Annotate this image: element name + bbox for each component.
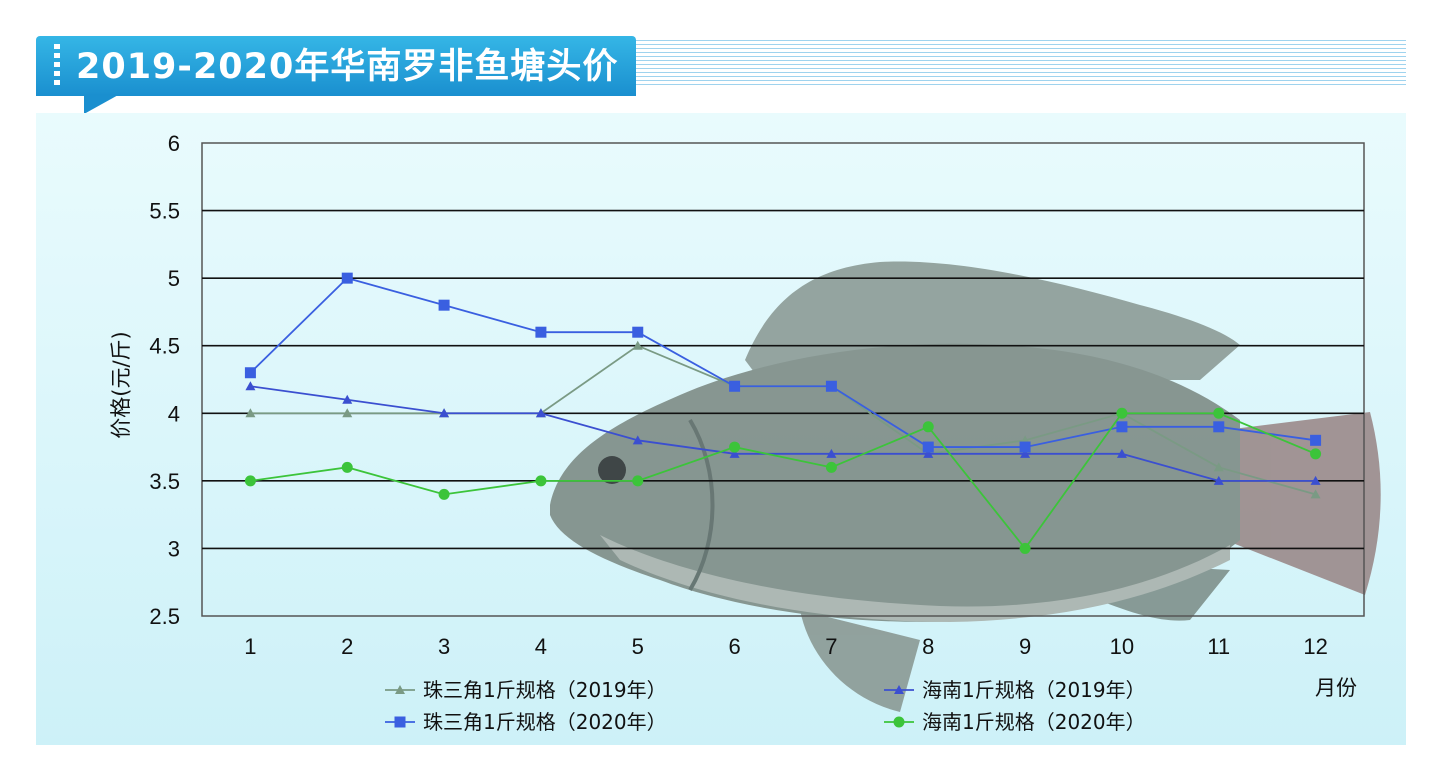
title-decorative-lines — [636, 40, 1406, 86]
x-tick-label: 3 — [438, 634, 450, 659]
x-tick-labels: 1 2 3 4 5 6 7 8 9 10 11 12 — [244, 634, 1328, 659]
title-banner-dash-mark — [54, 44, 60, 88]
data-point — [342, 394, 353, 404]
legend-item: 珠三角1斤规格（2020年） — [385, 710, 667, 734]
data-point — [535, 408, 546, 418]
x-tick-label: 2 — [341, 634, 353, 659]
data-point — [1019, 441, 1031, 453]
x-tick-label: 9 — [1019, 634, 1031, 659]
data-point — [1213, 462, 1224, 472]
fish-belly — [600, 535, 1230, 622]
data-point — [1020, 448, 1031, 458]
data-point — [1019, 542, 1031, 554]
series-line — [250, 385, 1316, 482]
data-point — [632, 475, 644, 487]
data-point — [439, 408, 450, 418]
data-point — [535, 475, 547, 487]
data-point — [535, 326, 547, 338]
data-point — [729, 380, 741, 392]
data-point — [632, 340, 643, 350]
series-3 — [244, 407, 1322, 554]
y-tick-label: 5 — [168, 266, 180, 291]
x-tick-label: 6 — [728, 634, 740, 659]
data-point — [342, 408, 353, 418]
y-tick-label: 3.5 — [149, 469, 180, 494]
data-point — [438, 488, 450, 500]
data-point — [341, 461, 353, 473]
series-1 — [245, 381, 1321, 485]
x-tick-label: 12 — [1303, 634, 1327, 659]
legend-marker — [395, 685, 405, 694]
data-point — [1310, 448, 1322, 460]
series-line — [249, 277, 1316, 448]
data-point — [1116, 407, 1128, 419]
y-tick-label: 3 — [168, 536, 180, 561]
title-banner — [36, 36, 636, 96]
data-point — [245, 408, 256, 418]
series-line — [250, 412, 1316, 550]
fish-body — [550, 343, 1240, 622]
y-tick-label: 2.5 — [149, 604, 180, 629]
data-point — [729, 441, 741, 453]
y-tick-label: 5.5 — [149, 199, 180, 224]
data-point — [923, 448, 934, 458]
data-point — [632, 326, 644, 338]
x-tick-label: 5 — [632, 634, 644, 659]
x-tick-label: 1 — [244, 634, 256, 659]
x-tick-label: 4 — [535, 634, 547, 659]
data-point — [1116, 448, 1127, 458]
legend-item: 珠三角1斤规格（2019年） — [385, 678, 667, 702]
data-point — [825, 461, 837, 473]
legend-label: 珠三角1斤规格（2019年） — [423, 678, 667, 702]
data-point — [1213, 421, 1225, 433]
chart-title: 2019-2020年华南罗非鱼塘头价 — [76, 47, 619, 87]
data-point — [341, 272, 353, 284]
legend-item: 海南1斤规格（2020年） — [884, 710, 1146, 734]
data-point — [438, 299, 450, 311]
data-point — [632, 435, 643, 445]
plot-area-frame — [201, 142, 1365, 617]
data-point — [922, 421, 934, 433]
data-point — [1116, 421, 1128, 433]
x-tick-label: 10 — [1110, 634, 1134, 659]
data-point — [1310, 475, 1321, 485]
fish-tail — [1225, 412, 1381, 595]
fish-pelvic-fin — [800, 610, 920, 712]
legend: 珠三角1斤规格（2019年） 海南1斤规格（2019年） 珠三角1斤规格（2020年… — [385, 678, 1146, 734]
data-point — [729, 448, 740, 458]
data-point — [244, 475, 256, 487]
legend-marker — [893, 716, 905, 728]
fish-illustration — [550, 261, 1381, 712]
data-point — [245, 381, 256, 391]
y-axis-title: 价格(元/斤) — [109, 331, 133, 438]
data-point — [826, 448, 837, 458]
y-tick-label: 4 — [168, 401, 180, 426]
x-tick-label: 8 — [922, 634, 934, 659]
legend-marker — [394, 716, 406, 728]
fish-gill — [688, 418, 715, 592]
y-tick-label: 6 — [168, 131, 180, 156]
y-tick-label: 4.5 — [149, 334, 180, 359]
data-point — [922, 441, 934, 453]
series-layer — [244, 272, 1322, 554]
legend-marker — [894, 685, 904, 694]
x-tick-label: 7 — [825, 634, 837, 659]
title-banner-tail — [84, 94, 120, 114]
data-point — [825, 380, 837, 392]
fish-eye — [598, 456, 626, 484]
legend-label: 珠三角1斤规格（2020年） — [423, 710, 667, 734]
y-tick-labels: 2.5 3 3.5 4 4.5 5 5.5 6 — [149, 131, 180, 629]
x-axis-title: 月份 — [1315, 676, 1357, 700]
data-point — [1213, 475, 1224, 485]
x-tick-label: 11 — [1207, 634, 1230, 659]
legend-label: 海南1斤规格（2020年） — [922, 710, 1146, 734]
data-point — [1310, 489, 1321, 499]
series-2 — [244, 272, 1322, 453]
data-point — [1213, 407, 1225, 419]
legend-label: 海南1斤规格（2019年） — [922, 678, 1146, 702]
data-point — [1310, 434, 1322, 446]
data-point — [244, 367, 256, 379]
legend-item: 海南1斤规格（2019年） — [884, 678, 1146, 702]
